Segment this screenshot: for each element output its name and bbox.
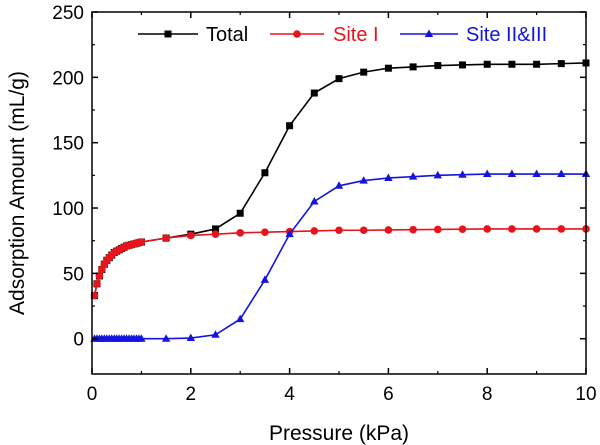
data-point bbox=[458, 225, 467, 233]
data-point bbox=[384, 226, 393, 234]
series-triangle bbox=[90, 169, 591, 342]
data-point bbox=[434, 225, 442, 234]
data-point bbox=[557, 169, 566, 178]
data-point bbox=[557, 60, 565, 68]
data-point bbox=[236, 209, 244, 217]
x-tick-label: 6 bbox=[383, 384, 394, 405]
data-point bbox=[483, 60, 491, 68]
data-point bbox=[261, 228, 269, 237]
legend-label: Site II&III bbox=[466, 24, 547, 46]
data-point bbox=[261, 169, 269, 177]
data-point bbox=[409, 63, 417, 71]
data-point bbox=[236, 229, 244, 237]
x-tick-label: 2 bbox=[186, 384, 197, 405]
data-point bbox=[433, 170, 442, 179]
x-tick-label: 4 bbox=[284, 384, 295, 405]
y-tick-label: 150 bbox=[52, 134, 84, 155]
data-point bbox=[508, 60, 516, 68]
series-line bbox=[93, 62, 587, 296]
x-axis-title: Pressure (kPa) bbox=[269, 422, 409, 445]
data-point bbox=[310, 89, 318, 97]
data-point bbox=[532, 169, 541, 178]
data-point bbox=[335, 75, 343, 83]
legend-entry: Total bbox=[138, 24, 248, 46]
data-point bbox=[93, 280, 101, 288]
data-point bbox=[359, 176, 368, 184]
data-point bbox=[310, 227, 319, 235]
x-tick-label: 10 bbox=[575, 384, 596, 405]
data-point bbox=[137, 334, 146, 342]
data-point bbox=[161, 334, 171, 342]
legend-marker bbox=[424, 29, 434, 37]
data-point bbox=[483, 169, 492, 178]
data-point bbox=[507, 169, 517, 178]
y-tick-label: 200 bbox=[52, 68, 84, 89]
data-point bbox=[187, 231, 195, 240]
data-point bbox=[360, 68, 368, 76]
series-square bbox=[90, 59, 590, 300]
data-point bbox=[212, 225, 219, 233]
data-point bbox=[162, 234, 170, 242]
data-point bbox=[434, 62, 442, 70]
data-point bbox=[211, 330, 220, 338]
data-point bbox=[384, 173, 393, 181]
legend-entry: Site II&III bbox=[400, 24, 547, 46]
data-point bbox=[532, 225, 541, 233]
legend-marker bbox=[164, 30, 172, 38]
data-point bbox=[285, 229, 294, 238]
data-point bbox=[335, 226, 343, 235]
y-axis-title: Adsorption Amount (mL/g) bbox=[6, 71, 29, 315]
legend-label: Site I bbox=[333, 24, 379, 46]
data-point bbox=[186, 333, 195, 342]
data-point bbox=[508, 225, 516, 233]
data-point bbox=[236, 314, 245, 323]
series-circle bbox=[90, 225, 590, 300]
y-tick-label: 250 bbox=[52, 3, 84, 24]
data-point bbox=[310, 196, 319, 205]
data-point bbox=[211, 230, 220, 238]
data-point bbox=[409, 225, 417, 234]
data-point bbox=[459, 61, 466, 69]
y-tick-label: 50 bbox=[63, 264, 84, 285]
legend-entry: Site I bbox=[270, 24, 379, 46]
data-point bbox=[458, 170, 467, 178]
data-point bbox=[557, 225, 566, 233]
data-point bbox=[137, 238, 146, 246]
x-tick-label: 8 bbox=[482, 384, 493, 405]
data-point bbox=[359, 226, 368, 235]
data-point bbox=[483, 225, 492, 233]
data-point bbox=[260, 275, 270, 283]
legend-label: Total bbox=[206, 24, 248, 46]
legend: Total Site I Site II&III bbox=[138, 24, 547, 46]
y-tick-label: 100 bbox=[52, 199, 84, 220]
legend-marker bbox=[293, 30, 301, 38]
x-tick-label: 0 bbox=[87, 384, 98, 405]
data-point bbox=[286, 122, 294, 130]
data-point bbox=[408, 172, 418, 180]
y-tick-label: 0 bbox=[73, 330, 84, 351]
data-point bbox=[384, 64, 392, 72]
series-layer bbox=[90, 59, 591, 342]
data-point bbox=[533, 60, 541, 68]
series-line bbox=[94, 173, 586, 340]
data-point bbox=[334, 181, 344, 189]
